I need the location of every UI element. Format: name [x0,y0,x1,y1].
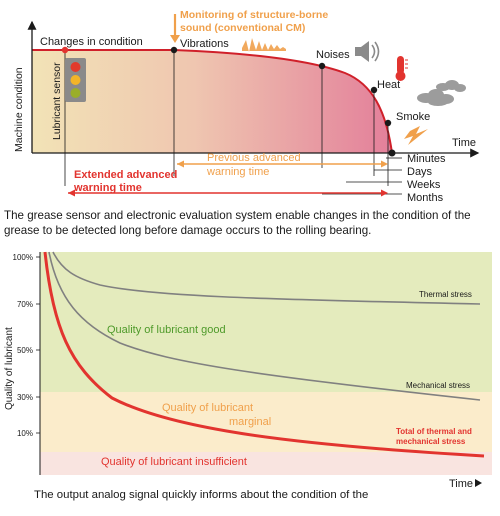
y-axis-label: Machine condition [13,67,25,152]
thermal-stress-label: Thermal stress [419,290,472,299]
noises-label: Noises [316,49,350,61]
time-scale-brackets [322,157,402,195]
spark-icon [404,126,428,145]
x-axis-label: Time [452,137,476,149]
failure-dot [388,149,396,157]
traffic-light-icon [65,58,86,102]
thermometer-icon [395,56,408,81]
time-unit-months: Months [407,192,444,204]
chart-x-axis-label: Time [449,478,473,490]
extended-arrow-head-left [68,189,75,197]
zone-marginal-label-2: marginal [229,416,271,428]
previous-arrow-head-left [177,160,184,168]
total-stress-curve [43,251,485,458]
extended-arrow-head-right [381,189,388,197]
vibrations-label: Vibrations [180,38,229,50]
previous-warning-label-2: warning time [206,166,269,178]
monitoring-label-1: Monitoring of structure-borne [180,9,328,21]
previous-arrow-head-right [381,160,388,168]
monitoring-label-2: sound (conventional CM) [180,22,305,34]
smoke-cloud-icon [417,80,466,106]
mechanical-stress-curve [48,251,481,401]
noises-dot [318,62,326,70]
zone-insufficient [40,452,492,475]
heat-dot [370,86,378,94]
time-unit-days: Days [407,166,433,178]
extended-warning-label-2: warning time [73,182,142,194]
condition-curve [32,49,393,154]
caption-bottom: The output analog signal quickly informs… [34,489,369,501]
caption-top: The grease sensor and electronic evaluat… [4,209,471,237]
mechanical-stress-label: Mechanical stress [406,381,470,390]
y-tick-50: 50% [17,346,33,355]
y-ticks [36,256,40,434]
thermal-stress-curve [52,251,481,305]
total-stress-label-1: Total of thermal and [396,427,472,436]
time-unit-minutes: Minutes [407,153,446,165]
y-tick-70: 70% [17,300,33,309]
y-tick-30: 30% [17,393,33,402]
drop-lines [64,50,389,186]
chart-y-axis-label: Quality of lubricant [4,327,15,410]
zone-good [40,252,492,392]
lubricant-sensor-label: Lubricant sensor [51,62,63,140]
extended-warning-label-1: Extended advanced [74,169,177,181]
zone-marginal [40,392,492,452]
vibration-wave-icon [242,38,286,52]
condition-diagram: Machine condition Time Lubricant sensor … [13,9,480,204]
previous-warning-label-1: Previous advanced [207,152,301,164]
y-tick-100: 100% [13,253,33,262]
y-tick-10: 10% [17,429,33,438]
zone-insufficient-label: Quality of lubricant insufficient [101,456,247,468]
changes-in-condition-label: Changes in condition [40,36,143,48]
smoke-label: Smoke [396,111,430,123]
monitoring-arrow-head [170,35,180,43]
time-unit-weeks: Weeks [407,179,441,191]
zone-marginal-label-1: Quality of lubricant [162,402,253,414]
condition-area [32,50,392,153]
zone-good-label: Quality of lubricant good [107,324,226,336]
speaker-icon [355,41,380,62]
lubricant-quality-chart: 100% 70% 50% 30% 10% Quality of lubrican… [4,251,492,490]
time-arrow-icon [475,479,482,487]
changes-dot [61,46,69,54]
vibrations-dot [170,46,178,54]
total-stress-label-2: mechanical stress [396,437,466,446]
smoke-dot [384,119,392,127]
heat-label: Heat [377,79,400,91]
